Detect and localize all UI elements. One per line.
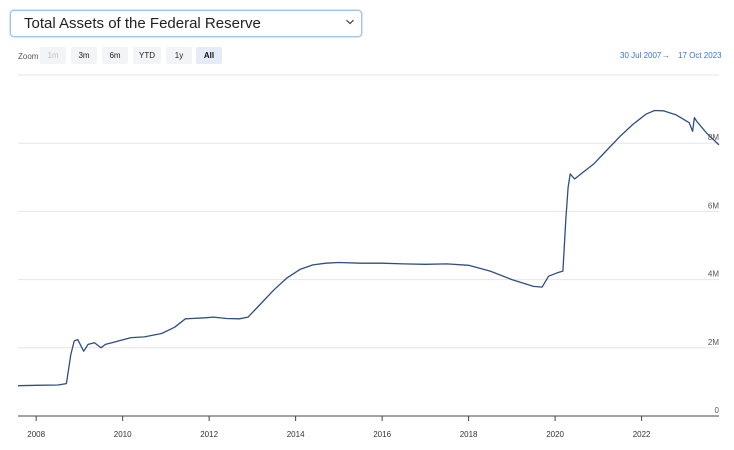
zoom-3m-button[interactable]: 3m xyxy=(71,47,97,64)
x-tick-label: 2016 xyxy=(373,430,391,439)
range-arrow-icon: → xyxy=(662,51,670,60)
y-tick-label: 4M xyxy=(708,270,719,279)
zoom-label: Zoom xyxy=(18,52,39,61)
x-tick-label: 2010 xyxy=(114,430,132,439)
zoom-6m-button[interactable]: 6m xyxy=(102,47,128,64)
zoom-ytd-button[interactable]: YTD xyxy=(133,47,161,64)
x-tick-label: 2014 xyxy=(287,430,305,439)
total-assets-series-line xyxy=(17,109,720,387)
x-tick-label: 2008 xyxy=(27,430,45,439)
x-tick-label: 2012 xyxy=(200,430,218,439)
chevron-down-icon xyxy=(346,19,354,25)
y-tick-label: 6M xyxy=(708,201,719,210)
x-tick-label: 2018 xyxy=(460,430,478,439)
zoom-all-button[interactable]: All xyxy=(196,47,222,64)
y-tick-label: 0 xyxy=(715,406,720,415)
zoom-1y-button[interactable]: 1y xyxy=(166,47,192,64)
range-end-date[interactable]: 17 Oct 2023 xyxy=(678,51,722,60)
range-start-date[interactable]: 30 Jul 2007 xyxy=(620,51,662,60)
x-tick-label: 2022 xyxy=(633,430,651,439)
zoom-1m-button[interactable]: 1m xyxy=(40,47,66,64)
y-tick-label: 8M xyxy=(708,133,719,142)
dataset-select-label: Total Assets of the Federal Reserve xyxy=(24,15,261,32)
y-tick-label: 2M xyxy=(708,338,719,347)
dataset-select[interactable]: Total Assets of the Federal Reserve xyxy=(10,10,362,37)
x-tick-label: 2020 xyxy=(546,430,564,439)
